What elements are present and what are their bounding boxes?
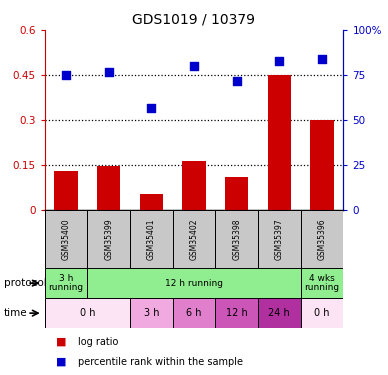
- Point: [63, 72, 69, 78]
- Bar: [173, 298, 215, 328]
- Bar: [54, 171, 78, 210]
- Text: GSM35399: GSM35399: [104, 218, 113, 260]
- Bar: [301, 298, 343, 328]
- Point: [191, 63, 197, 69]
- Bar: [215, 298, 258, 328]
- Text: 0 h: 0 h: [80, 308, 95, 318]
- Bar: [182, 160, 206, 210]
- Point: [234, 78, 240, 84]
- Bar: [301, 210, 343, 268]
- Text: 6 h: 6 h: [186, 308, 202, 318]
- Text: ■: ■: [56, 337, 67, 346]
- Text: ■: ■: [56, 357, 67, 367]
- Text: 4 wks
running: 4 wks running: [305, 274, 340, 292]
- Bar: [268, 75, 291, 210]
- Point: [106, 69, 112, 75]
- Text: 12 h: 12 h: [226, 308, 248, 318]
- Text: GSM35402: GSM35402: [189, 218, 199, 260]
- Text: 12 h running: 12 h running: [165, 279, 223, 288]
- Bar: [140, 194, 163, 210]
- Bar: [258, 298, 301, 328]
- Bar: [45, 210, 87, 268]
- Text: time: time: [4, 308, 28, 318]
- Text: 0 h: 0 h: [314, 308, 330, 318]
- Bar: [130, 298, 173, 328]
- Text: 3 h
running: 3 h running: [48, 274, 83, 292]
- Text: GSM35398: GSM35398: [232, 218, 241, 260]
- Bar: [301, 268, 343, 298]
- Bar: [310, 120, 334, 210]
- Text: GSM35397: GSM35397: [275, 218, 284, 260]
- Bar: [87, 210, 130, 268]
- Text: GSM35396: GSM35396: [317, 218, 327, 260]
- Bar: [225, 177, 248, 210]
- Bar: [215, 210, 258, 268]
- Bar: [173, 210, 215, 268]
- Bar: [97, 166, 120, 210]
- Text: 24 h: 24 h: [268, 308, 290, 318]
- Bar: [258, 210, 301, 268]
- Bar: [130, 210, 173, 268]
- Bar: [45, 298, 130, 328]
- Text: GSM35401: GSM35401: [147, 218, 156, 260]
- Text: percentile rank within the sample: percentile rank within the sample: [78, 357, 242, 367]
- Bar: [45, 268, 87, 298]
- Point: [148, 105, 154, 111]
- Text: GDS1019 / 10379: GDS1019 / 10379: [132, 12, 256, 26]
- Point: [319, 56, 325, 62]
- Text: protocol: protocol: [4, 278, 47, 288]
- Bar: [87, 268, 301, 298]
- Text: log ratio: log ratio: [78, 337, 118, 346]
- Text: 3 h: 3 h: [144, 308, 159, 318]
- Text: GSM35400: GSM35400: [61, 218, 71, 260]
- Point: [276, 58, 282, 64]
